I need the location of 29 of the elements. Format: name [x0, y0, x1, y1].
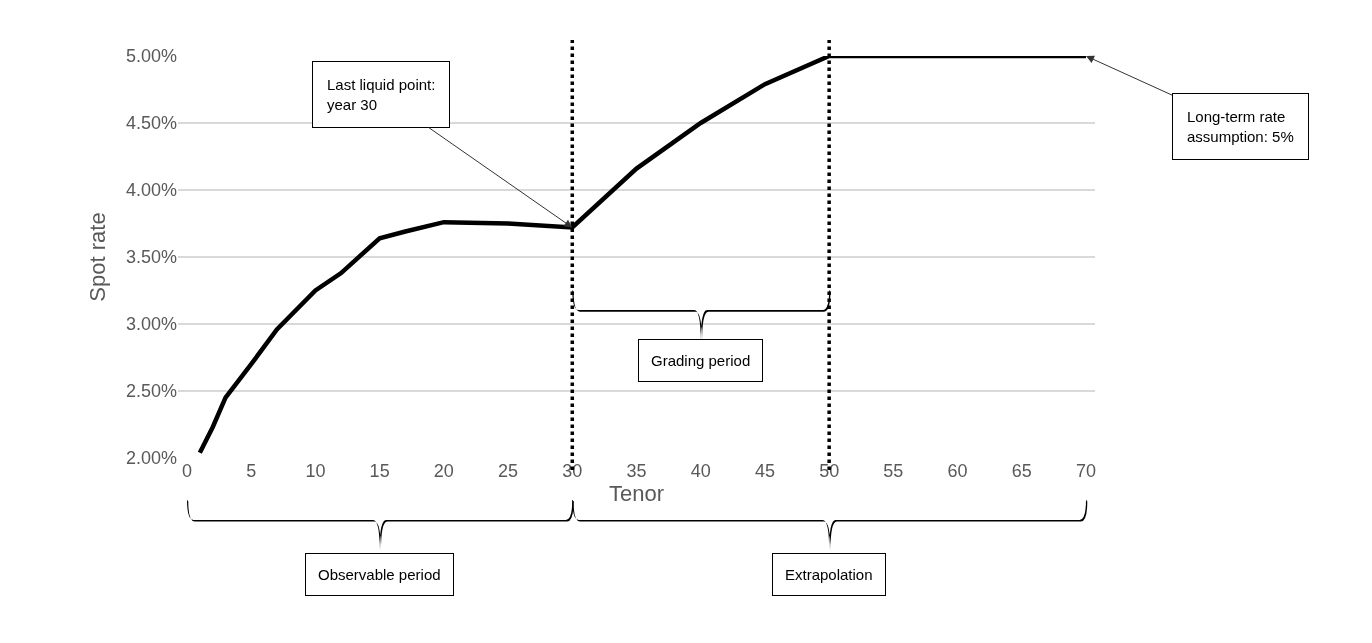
y-tick-label: 3.50% — [125, 247, 177, 268]
x-tick-label: 25 — [498, 461, 519, 481]
x-axis-title: Tenor — [608, 481, 665, 506]
x-tick-label: 20 — [433, 461, 454, 481]
y-tick-label: 3.00% — [125, 314, 177, 335]
text: Extrapolation — [785, 566, 873, 583]
y-tick-label: 2.50% — [125, 381, 177, 402]
x-tick-label: 0 — [181, 461, 192, 481]
x-tick-label: 55 — [883, 461, 904, 481]
annotation: Last liquid point: year 30 — [327, 76, 436, 113]
x-tick-label: 70 — [1075, 461, 1097, 481]
y-tick-label: 4.50% — [125, 113, 177, 134]
y-tick-label: 5.00% — [125, 46, 177, 67]
x-tick-label: 40 — [690, 461, 711, 481]
annotation: Grading period — [651, 352, 751, 369]
text: Long-term rate assumption: 5% — [1187, 108, 1294, 145]
y-axis-title: Spot rate — [84, 212, 110, 302]
y-tick-label: 4.00% — [125, 180, 177, 201]
x-tick-label: 45 — [754, 461, 775, 481]
x-tick-label: 60 — [947, 461, 968, 481]
x-tick-label: 65 — [1011, 461, 1032, 481]
x-tick-label: 10 — [305, 461, 326, 481]
y-tick-label: 2.00% — [125, 448, 177, 469]
text: Observable period — [318, 566, 441, 583]
x-tick-label: 30 — [562, 461, 583, 481]
x-tick-label: 5 — [246, 461, 257, 481]
x-tick-label: 50 — [819, 461, 840, 481]
x-tick-label: 35 — [626, 461, 647, 481]
x-tick-label: 15 — [369, 461, 390, 481]
